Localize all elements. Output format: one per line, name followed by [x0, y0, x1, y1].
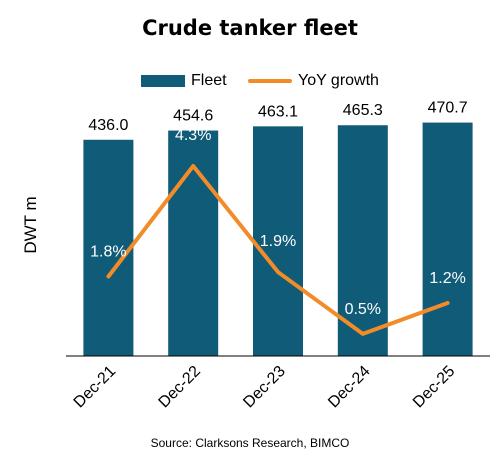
- bar-value-label: 436.0: [88, 117, 128, 134]
- bar-Dec-21: [83, 139, 134, 356]
- legend: Fleet YoY growth: [0, 71, 500, 91]
- yoy-growth-point: [447, 302, 449, 304]
- yoy-growth-label: 1.9%: [260, 233, 296, 250]
- legend-label-yoy-growth: YoY growth: [298, 72, 379, 89]
- yoy-growth-point: [362, 333, 364, 335]
- x-tick-label: Dec-23: [240, 363, 289, 412]
- bar-value-label: 463.1: [258, 103, 298, 120]
- yoy-growth-label: 1.2%: [429, 270, 465, 287]
- legend-label-fleet: Fleet: [191, 72, 227, 89]
- legend-item-fleet: Fleet: [141, 71, 227, 91]
- legend-swatch-fleet: [141, 75, 185, 87]
- source-note: Source: Clarksons Research, BIMCO: [150, 436, 350, 450]
- legend-item-yoy-growth: YoY growth: [248, 71, 379, 91]
- yoy-growth-label: 1.8%: [90, 243, 126, 260]
- x-tick-label: Dec-22: [156, 363, 205, 412]
- yoy-growth-point: [107, 275, 109, 277]
- chart-title: Crude tanker fleet: [142, 16, 358, 40]
- bar-value-label: 470.7: [428, 100, 468, 117]
- bar-Dec-25: [422, 122, 473, 356]
- yoy-growth-point: [277, 271, 279, 273]
- yoy-growth-point: [192, 165, 194, 167]
- yoy-growth-label: 4.3%: [175, 127, 211, 144]
- bar-value-label: 454.6: [173, 108, 213, 125]
- bar-Dec-23: [253, 126, 303, 356]
- yoy-growth-label: 0.5%: [345, 301, 381, 318]
- legend-swatch-yoy-growth: [248, 79, 292, 83]
- x-tick-label: Dec-21: [71, 363, 120, 412]
- x-tick-label: Dec-25: [410, 363, 459, 412]
- bar-Dec-24: [337, 125, 388, 357]
- x-tick-label: Dec-24: [325, 363, 374, 412]
- bar-value-label: 465.3: [343, 102, 383, 119]
